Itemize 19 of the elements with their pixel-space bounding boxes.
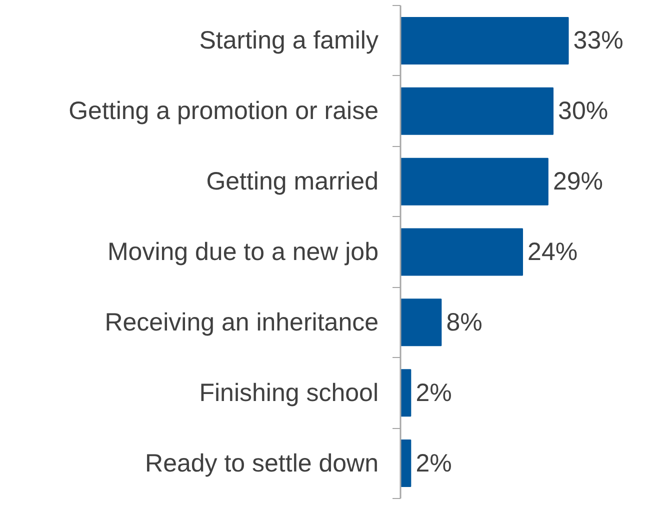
y-tick-label: Getting a promotion or raise [68,97,379,126]
data-label: 24% [528,238,578,266]
bar [400,298,442,346]
bar [400,228,524,276]
data-label: 33% [573,26,624,55]
data-label: 29% [552,168,604,196]
y-tick-label: Finishing school [199,378,379,407]
y-tick-label: Moving due to a new job [107,238,379,266]
bar [400,16,569,64]
data-label: 8% [446,308,482,336]
y-tick-label: Receiving an inheritance [104,308,378,336]
bar [400,158,548,206]
y-tick-label: Getting married [206,168,379,196]
bar [400,87,554,135]
data-label: 2% [416,378,452,407]
data-label: 2% [416,449,452,478]
y-tick-label: Ready to settle down [145,449,379,478]
data-label: 30% [558,97,608,126]
y-tick-label: Starting a family [199,26,379,55]
